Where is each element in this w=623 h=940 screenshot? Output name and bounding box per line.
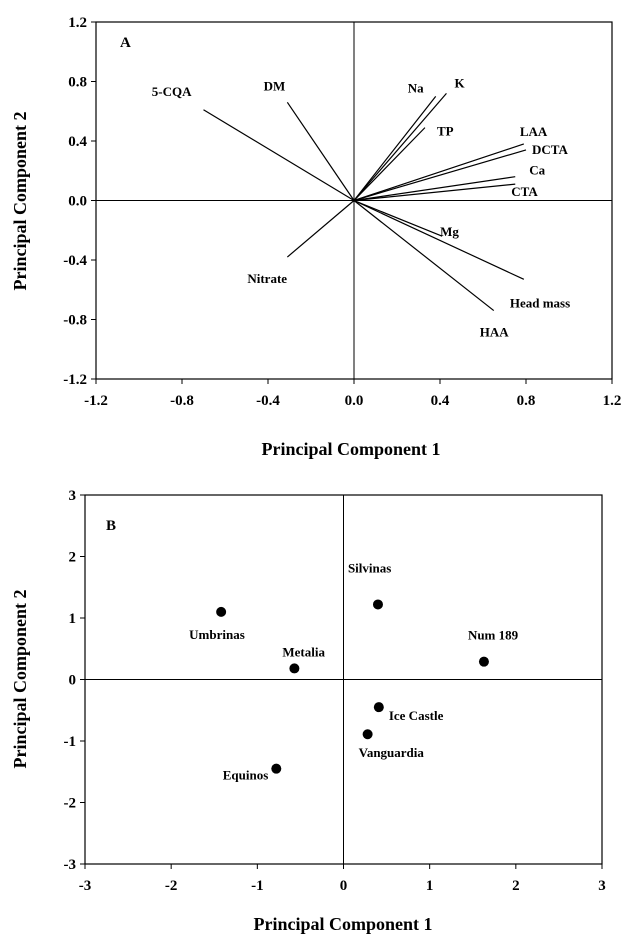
x-tick-label: -1.2 <box>84 393 108 409</box>
x-tick-label: -2 <box>165 878 178 894</box>
loading-vector-na <box>353 96 437 201</box>
y-tick-label: -2 <box>64 796 77 812</box>
y-tick-label: -0.8 <box>63 313 87 329</box>
point-label-equinos: Equinos <box>223 768 269 783</box>
loading-vector-k <box>353 93 447 201</box>
y-tick-label: 1 <box>69 611 77 627</box>
panel-b-y-axis-title: Principal Component 2 <box>10 589 30 768</box>
panel-a-loadings-plot: A -1.2 -0.8 -0.4 0.0 0.4 0.8 1.2 1.2 0.8 0.4 0.0 -0… <box>10 15 621 459</box>
y-tick-label: -1 <box>64 734 77 750</box>
loading-vector-laa <box>353 143 525 202</box>
point-label-ice-castle: Ice Castle <box>389 708 444 723</box>
vector-label-mg: Mg <box>440 224 459 239</box>
x-tick-label: 0.8 <box>517 393 536 409</box>
y-tick-label: 3 <box>69 488 77 504</box>
vector-label-dm: DM <box>264 78 286 93</box>
panel-b-ticks: -3 -2 -1 0 1 2 3 3 2 1 0 -1 -2 -3 <box>64 488 606 894</box>
x-tick-label: 0.4 <box>431 393 450 409</box>
y-tick-label: 0 <box>69 673 77 689</box>
vector-label-ca: Ca <box>529 163 545 178</box>
loading-vector-haa <box>353 200 495 312</box>
x-tick-label: 0.0 <box>345 393 364 409</box>
loading-vector-mg <box>353 199 443 237</box>
loading-vector-5-cqa <box>203 109 355 202</box>
score-point-umbrinas <box>216 606 227 617</box>
x-tick-label: -1 <box>251 878 264 894</box>
x-tick-label: -3 <box>79 878 92 894</box>
point-label-metalia: Metalia <box>282 644 325 659</box>
panel-b-x-axis-title: Principal Component 1 <box>253 914 432 934</box>
vector-label-laa: LAA <box>520 124 548 139</box>
loading-vector-nitrate <box>286 200 355 258</box>
y-tick-label: 0.4 <box>68 134 87 150</box>
vector-label-nitrate: Nitrate <box>247 271 287 286</box>
score-point-num-189 <box>478 656 489 667</box>
vector-label-tp: TP <box>437 124 454 139</box>
vector-label-haa: HAA <box>480 325 510 340</box>
y-tick-label: 0.8 <box>68 75 87 91</box>
loading-vector-cta <box>353 183 516 202</box>
y-tick-label: 2 <box>69 550 77 566</box>
score-point-equinos <box>271 763 282 774</box>
y-tick-label: -3 <box>64 857 77 873</box>
loading-vector-dcta <box>353 149 527 202</box>
panel-b-letter: B <box>106 518 116 534</box>
panel-a-ticks: -1.2 -0.8 -0.4 0.0 0.4 0.8 1.2 1.2 0.8 0.4 0.0 -0.4… <box>63 15 621 409</box>
y-tick-label: -0.4 <box>63 253 87 269</box>
point-label-silvinas: Silvinas <box>348 560 391 575</box>
vector-label-cta: CTA <box>511 184 538 199</box>
y-tick-label: -1.2 <box>63 372 87 388</box>
vector-label-na: Na <box>408 80 424 95</box>
x-tick-label: 1 <box>426 878 434 894</box>
panel-a-letter: A <box>120 35 131 51</box>
vector-label-5-cqa: 5-CQA <box>152 84 192 99</box>
vector-label-dcta: DCTA <box>532 142 568 157</box>
loading-vector-ca <box>353 176 516 202</box>
x-tick-label: -0.8 <box>170 393 194 409</box>
loading-vector-tp <box>353 127 426 201</box>
panel-b-points: Silvinas Umbrinas Metalia Num 189 Ice Castle… <box>85 495 602 864</box>
panel-a-y-axis-title: Principal Component 2 <box>10 111 30 290</box>
x-tick-label: 0 <box>340 878 348 894</box>
loading-vector-dm <box>286 101 355 201</box>
point-label-umbrinas: Umbrinas <box>189 627 245 642</box>
panel-a-x-axis-title: Principal Component 1 <box>261 439 440 459</box>
vector-label-head-mass: Head mass <box>510 295 570 310</box>
loading-vector-head-mass <box>353 199 525 280</box>
score-point-vanguardia <box>362 729 373 740</box>
score-point-silvinas <box>372 599 383 610</box>
x-tick-label: 3 <box>598 878 606 894</box>
point-label-vanguardia: Vanguardia <box>359 745 425 760</box>
panel-b-scores-plot: B -3 -2 -1 0 1 2 3 3 2 1 0 -1 -2 -3 Silvinas Umbrinas M… <box>10 488 606 934</box>
x-tick-label: 2 <box>512 878 520 894</box>
y-tick-label: 0.0 <box>68 194 87 210</box>
point-label-num-189: Num 189 <box>468 628 519 643</box>
vector-label-k: K <box>454 75 465 90</box>
y-tick-label: 1.2 <box>68 15 87 31</box>
x-tick-label: 1.2 <box>603 393 622 409</box>
score-point-ice-castle <box>373 702 384 713</box>
score-point-metalia <box>289 663 300 674</box>
x-tick-label: -0.4 <box>256 393 280 409</box>
